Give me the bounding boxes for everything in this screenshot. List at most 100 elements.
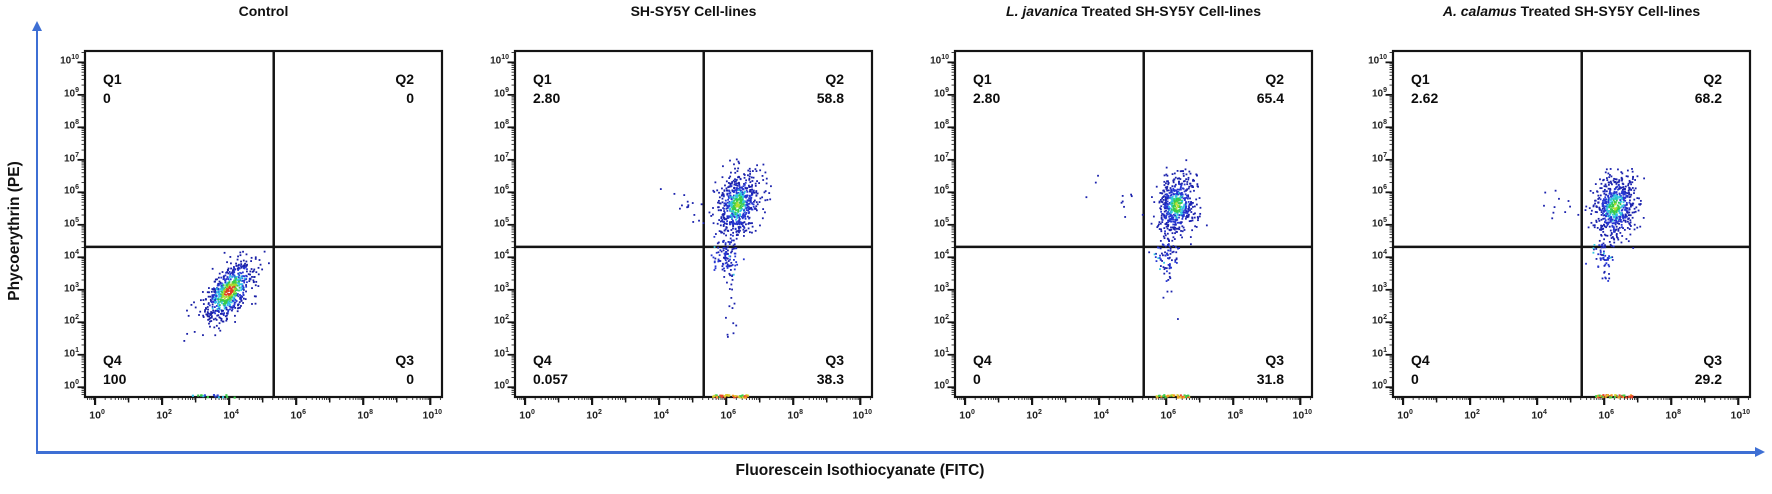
y-tick-label: 107 [1371, 151, 1387, 165]
y-tick-label: 106 [1371, 184, 1387, 197]
flow-panel-a-calamus: A. calamus Treated SH-SY5Y Cell-lines Q1… [1347, 0, 1757, 465]
scatter-plot [1385, 49, 1752, 405]
x-axis-arrowhead-icon [1755, 447, 1765, 458]
x-tick-label: 106 [1598, 409, 1614, 422]
x-tick-label: 1010 [1730, 409, 1750, 422]
scatter-plot [77, 49, 444, 405]
y-tick-label: 105 [63, 216, 79, 230]
y-tick-label: 100 [63, 379, 79, 392]
y-tick-label: 102 [493, 314, 509, 327]
y-tick-label: 102 [933, 314, 949, 327]
x-tick-label: 102 [1026, 409, 1042, 422]
panel-title-text: Control [238, 3, 289, 19]
y-tick-label: 102 [63, 314, 79, 327]
panel-title: SH-SY5Y Cell-lines [515, 3, 872, 19]
quadrant-label-q4: Q4 0.057 [533, 352, 569, 387]
quadrant-label-q1: Q1 2.62 [1411, 71, 1439, 106]
x-tick-label: 104 [653, 409, 669, 422]
quadrant-label-q1: Q1 2.80 [533, 71, 561, 106]
x-tick-label: 100 [1397, 409, 1413, 422]
quadrant-label-q2: Q2 68.2 [1694, 71, 1722, 106]
quadrant-label-q2: Q2 0 [395, 71, 414, 106]
y-tick-label: 102 [1371, 314, 1387, 327]
panel-title: Control [85, 3, 442, 19]
y-tick-label: 1010 [490, 54, 509, 67]
y-tick-label: 106 [63, 184, 79, 197]
y-tick-label: 108 [1371, 119, 1387, 132]
y-tick-label: 103 [933, 281, 949, 295]
x-tick-label: 108 [1227, 409, 1244, 422]
y-tick-label: 105 [1371, 216, 1387, 230]
scatter-plot [947, 49, 1314, 405]
flow-panel-shsy5y: SH-SY5Y Cell-lines Q1 2.80 Q2 58.8 Q3 38.3 … [469, 0, 879, 465]
y-tick-label: 1010 [60, 54, 79, 67]
y-axis-arrow [36, 30, 39, 452]
x-tick-label: 102 [156, 409, 172, 422]
quadrant-label-q2: Q2 65.4 [1256, 71, 1284, 106]
y-tick-label: 104 [933, 249, 949, 262]
x-tick-label: 108 [357, 409, 374, 422]
y-tick-label: 101 [933, 346, 949, 360]
y-tick-label: 105 [933, 216, 949, 230]
x-tick-label: 102 [1464, 409, 1480, 422]
quadrant-label-q2: Q2 58.8 [816, 71, 844, 106]
scatter-plot [507, 49, 874, 405]
quadrant-label-q3: Q3 29.2 [1694, 352, 1722, 387]
y-tick-label: 1010 [930, 54, 949, 67]
x-tick-label: 104 [1093, 409, 1109, 422]
x-axis-arrow [36, 451, 1756, 454]
quadrant-label-q4: Q4 0 [1411, 352, 1430, 387]
x-tick-label: 100 [959, 409, 975, 422]
x-tick-label: 106 [290, 409, 306, 422]
y-tick-label: 106 [933, 184, 949, 197]
panel-title-species: L. javanica [1006, 3, 1078, 19]
y-tick-label: 109 [493, 86, 509, 100]
quadrant-label-q3: Q3 0 [395, 352, 414, 387]
y-tick-label: 106 [493, 184, 509, 197]
y-tick-label: 109 [63, 86, 79, 100]
y-tick-label: 100 [933, 379, 949, 392]
y-tick-label: 104 [63, 249, 79, 262]
y-tick-label: 103 [63, 281, 79, 295]
y-axis-label: Phycoerythrin (PE) [6, 161, 23, 301]
y-tick-label: 103 [1371, 281, 1387, 295]
panel-title: L. javanica Treated SH-SY5Y Cell-lines [955, 3, 1312, 19]
y-tick-label: 101 [1371, 346, 1387, 360]
quadrant-label-q4: Q4 0 [973, 352, 992, 387]
y-tick-label: 101 [493, 346, 509, 360]
y-tick-label: 107 [493, 151, 509, 165]
x-tick-label: 104 [1531, 409, 1547, 422]
x-tick-label: 1010 [852, 409, 872, 422]
x-tick-label: 108 [1665, 409, 1682, 422]
quadrant-label-q1: Q1 2.80 [973, 71, 1001, 106]
y-tick-label: 100 [1371, 379, 1387, 392]
x-tick-label: 102 [586, 409, 602, 422]
y-tick-label: 1010 [1368, 54, 1387, 67]
y-tick-label: 108 [933, 119, 949, 132]
y-tick-label: 108 [493, 119, 509, 132]
panel-title-text: SH-SY5Y Cell-lines [630, 3, 757, 19]
y-tick-label: 105 [493, 216, 509, 230]
y-tick-label: 108 [63, 119, 79, 132]
y-tick-label: 109 [1371, 86, 1387, 100]
y-tick-label: 103 [493, 281, 509, 295]
x-tick-label: 108 [787, 409, 804, 422]
x-axis-label: Fluorescein Isothiocyanate (FITC) [735, 462, 985, 479]
x-tick-label: 104 [223, 409, 239, 422]
x-tick-label: 106 [1160, 409, 1176, 422]
y-tick-label: 109 [933, 86, 949, 100]
panel-title-text: Treated SH-SY5Y Cell-lines [1516, 3, 1701, 19]
quadrant-label-q1: Q1 0 [103, 71, 122, 106]
y-tick-label: 104 [1371, 249, 1387, 262]
y-axis-arrowhead-icon [31, 21, 42, 31]
y-tick-label: 100 [493, 379, 509, 392]
y-tick-label: 104 [493, 249, 509, 262]
quadrant-label-q4: Q4 100 [103, 352, 127, 387]
panel-title-species: A. calamus [1442, 3, 1517, 19]
x-tick-label: 1010 [422, 409, 442, 422]
y-tick-label: 107 [63, 151, 79, 165]
quadrant-label-q3: Q3 31.8 [1256, 352, 1284, 387]
x-tick-label: 106 [720, 409, 736, 422]
panel-title: A. calamus Treated SH-SY5Y Cell-lines [1393, 3, 1750, 19]
